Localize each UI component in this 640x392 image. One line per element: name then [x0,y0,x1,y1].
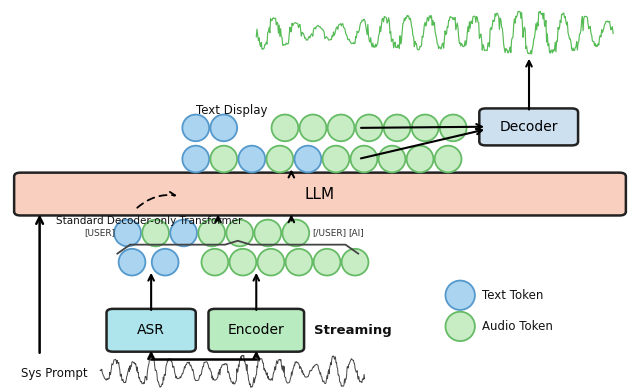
Ellipse shape [406,146,433,172]
Ellipse shape [118,249,145,276]
Ellipse shape [412,114,438,141]
Text: Audio Token: Audio Token [483,320,554,333]
FancyBboxPatch shape [209,309,304,352]
Ellipse shape [182,114,209,141]
Text: Standard Decoder-only Transformer: Standard Decoder-only Transformer [56,216,242,226]
Ellipse shape [300,114,326,141]
Ellipse shape [323,146,349,172]
Ellipse shape [294,146,321,172]
Ellipse shape [435,146,461,172]
Ellipse shape [152,249,179,276]
Ellipse shape [254,220,281,246]
Ellipse shape [211,146,237,172]
Ellipse shape [227,220,253,246]
Ellipse shape [342,249,369,276]
Ellipse shape [211,114,237,141]
Ellipse shape [285,249,312,276]
Ellipse shape [384,114,410,141]
Ellipse shape [271,114,298,141]
FancyBboxPatch shape [479,109,578,145]
Text: ASR: ASR [137,323,165,337]
Ellipse shape [282,220,309,246]
Ellipse shape [257,249,284,276]
Ellipse shape [445,312,475,341]
Ellipse shape [379,146,405,172]
Ellipse shape [198,220,225,246]
Text: [AI]: [AI] [348,229,364,238]
Ellipse shape [445,281,475,310]
Text: Encoder: Encoder [228,323,285,337]
Ellipse shape [182,146,209,172]
Ellipse shape [202,249,228,276]
Text: [USER]: [USER] [84,229,116,238]
Ellipse shape [440,114,467,141]
Text: Streaming: Streaming [314,324,392,337]
Ellipse shape [266,146,293,172]
Ellipse shape [351,146,378,172]
Ellipse shape [314,249,340,276]
Text: [/USER]: [/USER] [312,229,346,238]
Ellipse shape [170,220,197,246]
Ellipse shape [328,114,355,141]
Ellipse shape [356,114,383,141]
Text: LLM: LLM [305,187,335,201]
Ellipse shape [239,146,265,172]
Ellipse shape [230,249,256,276]
Text: Text Token: Text Token [483,289,544,302]
FancyBboxPatch shape [14,172,626,216]
FancyBboxPatch shape [106,309,196,352]
Ellipse shape [142,220,169,246]
Text: Decoder: Decoder [499,120,558,134]
Text: Sys Prompt: Sys Prompt [20,367,87,380]
Ellipse shape [114,220,141,246]
Text: Text Display: Text Display [196,104,268,117]
